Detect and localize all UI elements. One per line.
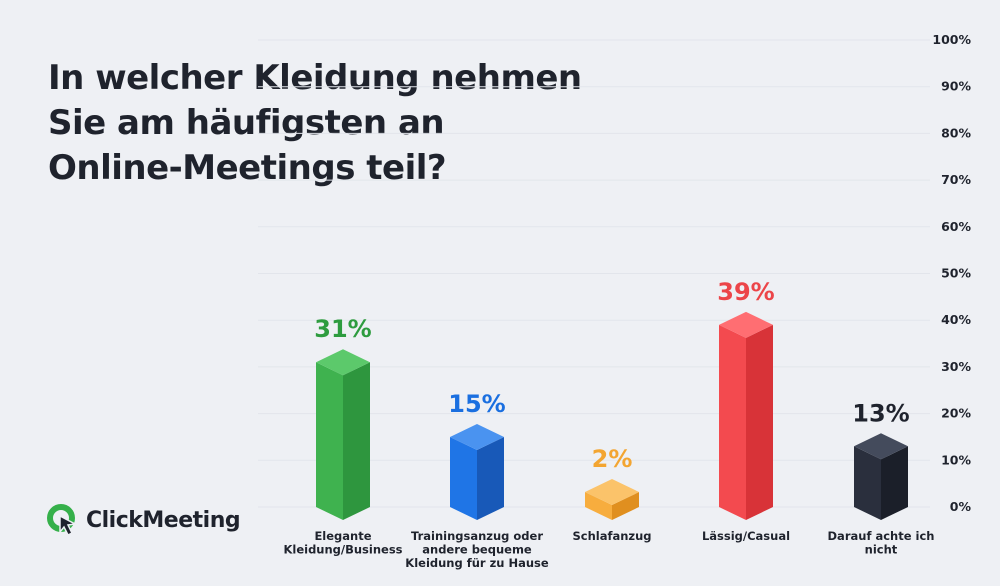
category-label: Elegante Kleidung/Business	[283, 529, 402, 557]
category-label: Darauf achte ich nicht	[828, 529, 935, 557]
clickmeeting-logo-icon	[47, 504, 78, 537]
category-label: Trainingsanzug oder andere bequeme Kleidun…	[405, 529, 549, 570]
category-label-line: Kleidung/Business	[283, 543, 402, 557]
category-label-line: Trainingsanzug oder	[411, 529, 543, 543]
value-label: 2%	[592, 445, 633, 473]
bar-top	[719, 311, 773, 338]
value-label: 15%	[448, 390, 505, 418]
category-label-line: nicht	[865, 543, 898, 557]
bar-front	[450, 436, 477, 520]
chart-title: In welcher Kleidung nehmen Sie am häufig…	[48, 56, 582, 191]
category-label-line: Darauf achte ich	[828, 529, 935, 543]
title-line: Sie am häufigsten an	[48, 103, 445, 143]
bar	[450, 423, 504, 520]
title-line: Online-Meetings teil?	[48, 148, 447, 188]
bar	[316, 349, 370, 520]
y-tick-label: 70%	[941, 172, 971, 187]
y-tick-label: 10%	[941, 452, 971, 467]
y-tick-label: 40%	[941, 312, 971, 327]
y-tick-label: 20%	[941, 406, 971, 421]
bar-front	[854, 446, 881, 520]
bar-front	[316, 362, 343, 520]
value-label: 31%	[314, 315, 371, 343]
category-label-line: Elegante	[314, 529, 371, 543]
bar	[854, 433, 908, 520]
bar-top	[450, 423, 504, 450]
bar-side	[477, 436, 504, 520]
bar-top	[585, 479, 639, 505]
category-label: Schlafanzug	[572, 529, 651, 543]
y-tick-label: 100%	[932, 32, 971, 47]
y-tick-label: 60%	[941, 219, 971, 234]
y-tick-label: 80%	[941, 125, 971, 140]
bar-front	[585, 492, 612, 520]
title-line: In welcher Kleidung nehmen	[48, 58, 582, 98]
logo-text: ClickMeeting	[86, 507, 241, 533]
y-tick-label: 50%	[941, 266, 971, 281]
category-label-line: Kleidung für zu Hause	[405, 556, 549, 570]
category-label-line: andere bequeme	[422, 543, 532, 557]
bar-top	[854, 433, 908, 460]
value-label: 39%	[717, 278, 774, 306]
bar-side	[746, 324, 773, 520]
bars	[316, 311, 908, 520]
bar-side	[881, 446, 908, 520]
bar-side	[343, 362, 370, 520]
clickmeeting-logo: ClickMeeting	[46, 502, 241, 538]
bar-front	[719, 324, 746, 520]
y-axis-ticks: 100% 90% 80% 70% 60% 50% 40% 30% 20% 10% 0%	[932, 32, 971, 514]
y-tick-label: 90%	[941, 79, 971, 94]
bar	[585, 479, 639, 520]
bar-top	[316, 349, 370, 376]
category-label-line: Schlafanzug	[572, 529, 651, 543]
category-labels: Elegante Kleidung/BusinessTrainingsanzug …	[283, 529, 934, 570]
y-tick-label: 0%	[950, 499, 972, 514]
y-tick-label: 30%	[941, 359, 971, 374]
bar	[719, 311, 773, 520]
category-label-line: Lässig/Casual	[702, 529, 790, 543]
bar-side	[612, 492, 639, 520]
value-labels: 31% 15% 2% 39% 13%	[314, 278, 909, 473]
value-label: 13%	[852, 399, 909, 427]
category-label: Lässig/Casual	[702, 529, 790, 543]
